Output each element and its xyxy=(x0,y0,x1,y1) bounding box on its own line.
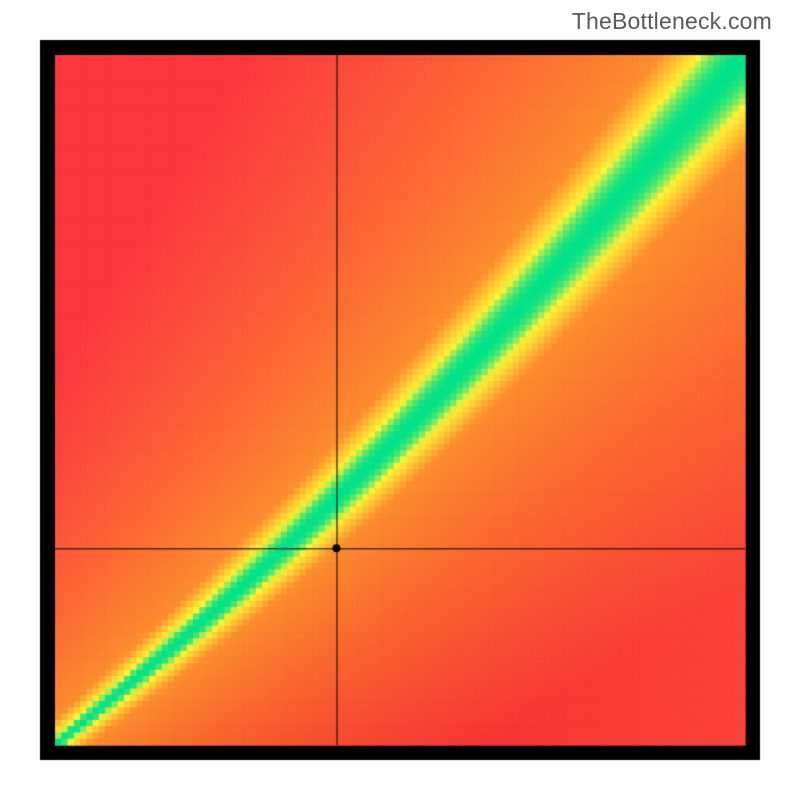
watermark-text: TheBottleneck.com xyxy=(572,8,772,35)
bottleneck-heatmap-canvas xyxy=(0,0,800,800)
